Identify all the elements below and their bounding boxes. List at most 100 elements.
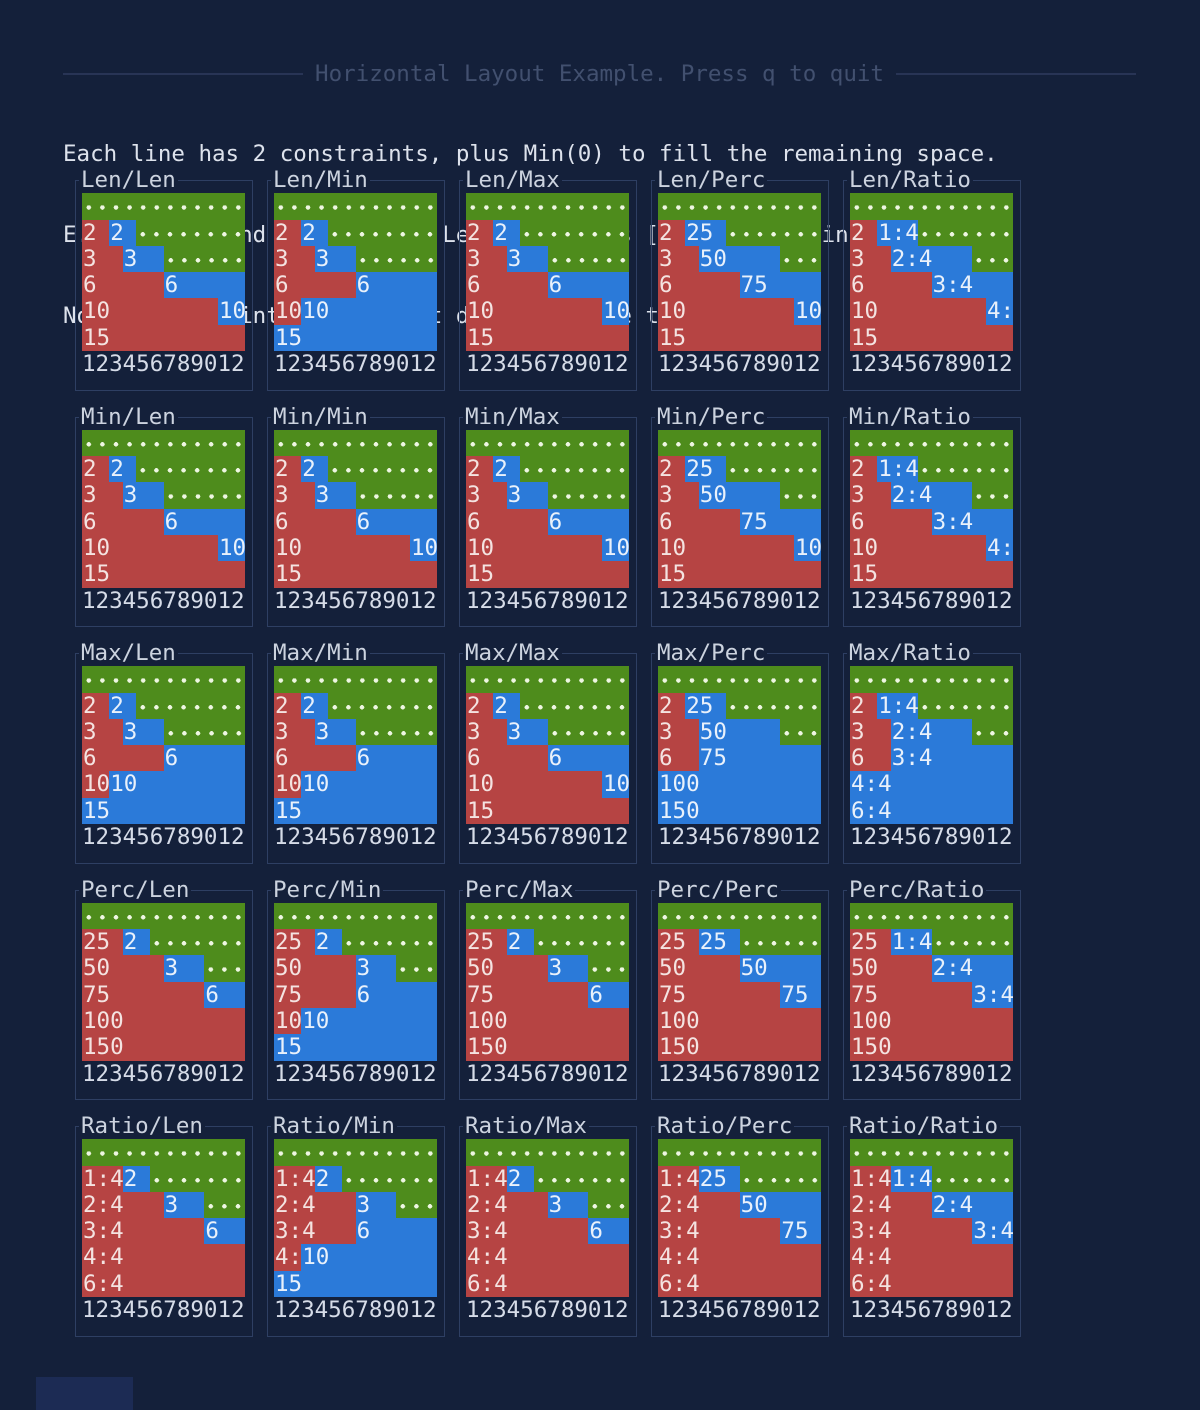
bar-row: 6 3:4 xyxy=(850,508,1014,535)
bar-segment-green xyxy=(588,955,630,982)
bar-segment-red: 3 xyxy=(82,718,123,746)
bar-row: 2 25 xyxy=(658,219,822,246)
bar-segment-blue: 3 xyxy=(122,482,164,509)
bar-segment-green xyxy=(204,955,246,982)
bar-segment-green xyxy=(136,456,246,483)
bar-segment-red: 15 xyxy=(658,561,822,588)
bar-segment-red: 15 xyxy=(466,324,630,352)
bar-segment-red: 6 xyxy=(850,272,932,299)
axis-ruler: 123456789012 xyxy=(466,1060,629,1087)
bar-segment-red: 1:4 xyxy=(274,1165,315,1192)
bar-segment-red: 6 xyxy=(274,745,356,772)
bar-segment-blue: 1:4 xyxy=(877,219,918,246)
bar-row: 6 3:4 xyxy=(850,745,1014,772)
bar-segment-blue: 50 xyxy=(739,1191,822,1219)
panel-title: Min/Perc xyxy=(655,403,768,430)
bar-row xyxy=(274,1139,438,1166)
bar-segment-red: 2:4 xyxy=(274,1191,356,1219)
bar-row: 10 10 xyxy=(82,771,246,798)
bar-row: 150 xyxy=(466,1034,630,1061)
panel-title: Len/Len xyxy=(79,167,178,193)
bar-segment-red: 2:4 xyxy=(82,1191,164,1219)
axis-ruler: 123456789012 xyxy=(850,351,1013,378)
bar-segment-green xyxy=(355,718,438,746)
bar-segment-red: 2 xyxy=(466,456,494,483)
panel-title: Ratio/Perc xyxy=(655,1113,795,1139)
bar-row: 2:4 3 xyxy=(82,1191,246,1219)
panel-title: Ratio/Min xyxy=(271,1113,397,1139)
bar-row: 3:4 6 xyxy=(274,1218,438,1245)
panel-max-len: Max/Len 2 2 3 3 6 6 10 10 15 123456789012 xyxy=(75,640,253,877)
bar-segment-red: 2 xyxy=(658,456,686,483)
axis-ruler: 123456789012 xyxy=(274,1297,437,1324)
bar-row: 150 xyxy=(82,1034,246,1061)
bar-segment-red: 50 xyxy=(658,955,740,982)
bar-segment-green xyxy=(917,692,1014,719)
bar-rows: 2 2 3 3 6 6 10 10 15 123456789012 xyxy=(466,666,630,850)
panel-title: Max/Perc xyxy=(655,640,768,666)
panel-title: Ratio/Ratio xyxy=(847,1113,1001,1139)
bar-segment-blue: 3:4 xyxy=(972,1218,1014,1245)
bar-rows: 1:4 25 2:4 50 3:4 75 4:4 6:4 123456789012 xyxy=(658,1139,822,1323)
bar-segment-green xyxy=(533,929,630,956)
bar-segment-green xyxy=(204,1191,246,1219)
bar-row xyxy=(466,666,630,693)
bar-segment-red: 4:4 xyxy=(82,1244,246,1271)
bar-segment-blue: 2 xyxy=(109,456,137,483)
bar-row xyxy=(274,902,438,930)
title-rule-right xyxy=(895,72,1137,75)
bar-segment-red: 3 xyxy=(82,245,123,273)
bar-segment-blue: 25 xyxy=(685,219,726,246)
bar-segment-red: 2 xyxy=(82,692,110,719)
panel-title: Ratio/Max xyxy=(463,1113,589,1139)
bar-segment-green xyxy=(396,955,438,982)
bar-segment-blue: 10 xyxy=(602,771,630,798)
panel-title: Max/Max xyxy=(463,640,562,666)
bar-rows: 2 2 3 3 6 6 10 10 15 123456789012 xyxy=(274,429,438,614)
bar-segment-green xyxy=(725,456,822,483)
bar-row: 150 xyxy=(658,797,822,825)
bar-segment-red: 3 xyxy=(466,482,507,509)
panel-perc-min: Perc/Min 25 2 50 3 75 6 10 10 15 123456789012 xyxy=(267,876,445,1114)
bar-segment-blue: 2 xyxy=(109,692,137,719)
bar-segment-red: 10 xyxy=(274,1007,302,1035)
bar-segment-blue: 10 xyxy=(301,1244,438,1271)
bar-row: 3:4 6 xyxy=(466,1218,630,1245)
axis-ruler: 123456789012 xyxy=(850,1297,1013,1324)
bar-segment-green xyxy=(466,902,630,930)
bar-segment-blue: 6 xyxy=(163,508,246,535)
bar-row: 2:4 2:4 xyxy=(850,1191,1014,1219)
bar-row: 75 75 xyxy=(658,981,822,1008)
bar-segment-blue: 4:4 xyxy=(850,771,1014,798)
bar-row: 100 xyxy=(466,1007,630,1035)
bar-segment-red: 2:4 xyxy=(658,1191,740,1219)
bar-segment-blue: 3 xyxy=(163,955,205,982)
panel-ratio-ratio: Ratio/Ratio 1:4 1:4 2:4 2:4 3:4 3:4 4:4 6:4 12345… xyxy=(843,1113,1021,1350)
bar-segment-red: 2 xyxy=(658,219,686,246)
bar-segment-blue: 3 xyxy=(314,718,356,746)
bar-segment-green xyxy=(136,219,246,246)
bar-segment-green xyxy=(466,666,630,693)
bar-segment-red: 3:4 xyxy=(850,1218,973,1245)
bar-row: 100 xyxy=(658,1007,822,1035)
bar-segment-red: 6:4 xyxy=(466,1270,630,1298)
bar-segment-red: 100 xyxy=(82,1007,246,1035)
bar-segment-red: 50 xyxy=(850,955,932,982)
bar-segment-red: 2 xyxy=(658,692,686,719)
axis-ruler: 123456789012 xyxy=(658,824,821,851)
bar-row: 10 10 xyxy=(466,298,630,325)
bar-row xyxy=(466,193,630,220)
bar-segment-red: 2 xyxy=(82,456,110,483)
bar-rows: 2 2 3 3 6 6 10 10 15 123456789012 xyxy=(82,429,246,614)
bar-rows: 2 2 3 3 6 6 10 10 15 123456789012 xyxy=(82,193,246,377)
bar-segment-green xyxy=(274,1139,438,1166)
bar-segment-green xyxy=(82,1139,246,1166)
bar-row xyxy=(466,1139,630,1166)
bar-segment-red: 3 xyxy=(466,718,507,746)
bar-segment-green xyxy=(972,482,1014,509)
bar-segment-blue: 150 xyxy=(658,797,822,825)
